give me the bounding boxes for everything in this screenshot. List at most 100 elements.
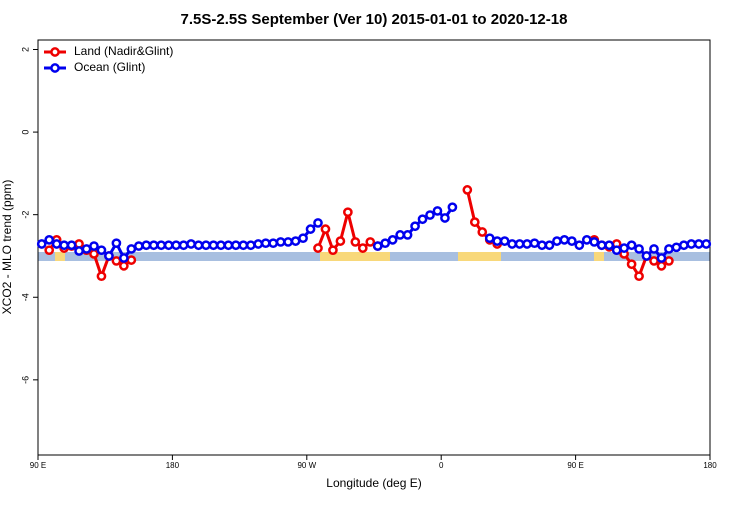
point [44,235,55,245]
point [649,256,659,266]
series [36,202,712,263]
point [626,240,637,251]
y-axis-label: XCO2 - MLO trend (ppm) [0,180,14,315]
point [148,240,159,251]
legend-label: Land (Nadir&Glint) [74,44,173,58]
point [89,249,99,259]
point [581,235,592,245]
point [201,240,211,251]
point [231,240,241,251]
point [544,240,555,251]
point [477,227,488,237]
point [589,237,600,247]
point [462,185,473,195]
point [499,236,510,246]
point [313,218,323,228]
point [664,244,674,254]
point [208,240,219,251]
x-tick-label: 90 E [567,461,583,470]
land-strip [55,252,65,261]
point [537,240,547,251]
point [126,244,137,254]
point [634,271,644,282]
point [365,237,376,247]
y-tick-label: -4 [20,293,30,301]
point [119,261,129,271]
point [96,271,107,282]
land-strip [320,252,390,261]
point [626,259,637,270]
point [320,224,331,234]
point [402,230,413,240]
point [619,243,629,253]
y-tick-label: 2 [20,47,30,52]
point [693,239,704,249]
point [641,251,652,261]
point [275,237,286,247]
point [51,239,62,249]
point [156,240,167,251]
point [552,236,562,246]
land-strip [458,252,501,261]
point [395,230,405,240]
point [245,240,256,251]
point [671,242,682,253]
x-tick-label: 0 [439,461,444,470]
point [440,213,450,223]
legend-label: Ocean (Glint) [74,60,145,74]
point [305,224,316,234]
point [529,238,540,249]
point [574,240,585,251]
point [104,251,114,261]
point [133,241,144,251]
point [447,202,458,213]
point [357,243,368,253]
point [649,244,659,254]
point [141,240,152,251]
point [96,245,107,256]
point [387,235,398,245]
chart-title: 7.5S-2.5S September (Ver 10) 2015-01-01 … [181,11,568,28]
point [89,241,99,251]
point [171,240,181,251]
point [193,240,204,251]
point [44,245,55,256]
point [66,240,77,251]
point [186,239,196,249]
point [119,253,129,263]
point [596,240,607,251]
point [111,256,122,266]
point [290,236,301,246]
point [425,210,435,220]
point [656,261,667,271]
point [216,240,226,251]
point [559,235,570,245]
point [253,239,264,249]
y-tick-label: -6 [20,376,30,384]
point [611,245,622,256]
x-tick-label: 90 E [30,461,46,470]
point [343,207,353,218]
point [36,239,47,249]
point [238,240,249,251]
point [567,236,577,246]
point [223,240,234,251]
point [111,238,122,249]
point [298,233,308,244]
point [126,255,137,265]
point [380,238,391,249]
point [484,233,495,244]
point [178,240,189,251]
point [686,239,697,249]
point [335,236,346,246]
point [634,244,644,254]
point [522,239,532,249]
point [514,239,525,249]
y-tick-label: 0 [20,130,30,135]
point [664,256,674,266]
x-tick-label: 180 [166,461,180,470]
point [328,245,338,256]
point [350,237,361,247]
x-tick-label: 90 W [297,461,316,470]
